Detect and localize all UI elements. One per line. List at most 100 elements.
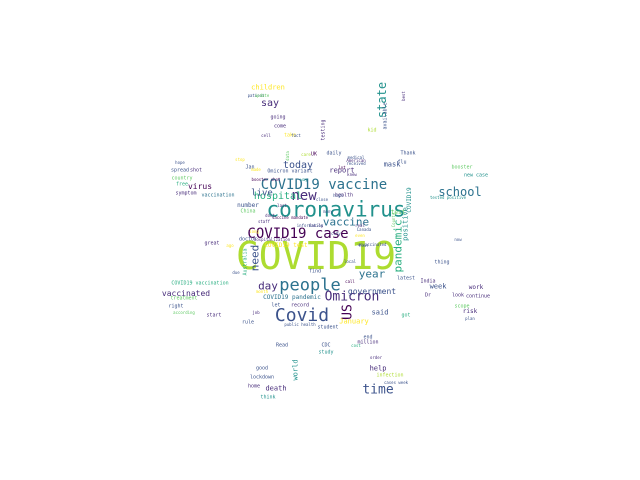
word: hospitalization bbox=[253, 237, 291, 242]
word: people bbox=[279, 275, 341, 296]
word: thing bbox=[434, 259, 450, 266]
word: year bbox=[358, 267, 386, 281]
word: CDC bbox=[321, 342, 331, 349]
word: say bbox=[260, 98, 280, 109]
word: due bbox=[232, 270, 240, 275]
word: American bbox=[346, 158, 366, 163]
word: week bbox=[429, 282, 447, 291]
word: booster shot bbox=[251, 177, 281, 182]
word: month bbox=[255, 289, 269, 294]
word: available bbox=[382, 102, 389, 130]
word: Dr bbox=[424, 292, 432, 299]
word: start bbox=[206, 312, 222, 319]
word: daily bbox=[326, 150, 342, 157]
word: kid bbox=[367, 127, 377, 134]
word: medical bbox=[347, 155, 365, 160]
word: COVID19 pandemic bbox=[263, 294, 321, 301]
word: vaccinated bbox=[161, 289, 211, 298]
word: treatment bbox=[170, 295, 198, 302]
word: stop bbox=[235, 157, 245, 162]
word: doctor bbox=[238, 236, 258, 243]
word: city bbox=[331, 231, 341, 236]
word: Canada bbox=[356, 227, 372, 232]
word: COVID19 bbox=[235, 234, 397, 278]
word: Covid bbox=[274, 305, 330, 326]
word: come bbox=[273, 123, 287, 130]
word: Australia bbox=[242, 248, 249, 276]
word: booster bbox=[451, 164, 473, 171]
word: close bbox=[315, 197, 329, 202]
word: Omicron variant bbox=[267, 168, 313, 175]
word: public health bbox=[284, 322, 316, 327]
word: COVID19 bbox=[406, 187, 413, 213]
word: spread bbox=[170, 167, 190, 174]
word: UK bbox=[310, 151, 318, 158]
word: way bbox=[300, 177, 308, 182]
word: fact bbox=[291, 133, 301, 138]
word: new bbox=[291, 188, 317, 204]
word: virus bbox=[187, 182, 213, 191]
word: great bbox=[204, 240, 220, 247]
word: China bbox=[240, 208, 256, 215]
word: symptom bbox=[175, 190, 197, 197]
word: study bbox=[318, 349, 334, 356]
word: need bbox=[248, 244, 262, 272]
word: free bbox=[175, 181, 189, 188]
word: patient bbox=[247, 93, 265, 98]
word: let bbox=[271, 302, 281, 309]
word: order bbox=[369, 355, 383, 360]
word: call bbox=[345, 279, 355, 284]
word: country bbox=[171, 175, 193, 182]
word: flu bbox=[397, 159, 407, 166]
word: government bbox=[347, 287, 397, 296]
word: health bbox=[334, 192, 354, 199]
word: COVID19 vaccine bbox=[260, 177, 388, 193]
word: County bbox=[391, 212, 396, 228]
word: infection bbox=[376, 372, 404, 379]
word: continue bbox=[465, 293, 491, 300]
word: vaccine bbox=[322, 215, 370, 229]
word: death bbox=[265, 384, 287, 393]
word: even bbox=[355, 233, 365, 238]
word: hospital bbox=[253, 191, 303, 202]
word: cost bbox=[351, 343, 361, 348]
word: think bbox=[260, 394, 276, 401]
word: made bbox=[251, 167, 261, 172]
word: shot bbox=[189, 167, 203, 174]
word: risk bbox=[462, 308, 478, 315]
word: tested positive bbox=[429, 195, 467, 200]
word: according bbox=[173, 310, 195, 315]
word: unvaccinated bbox=[357, 242, 387, 247]
word: student bbox=[317, 324, 339, 331]
word: plan bbox=[465, 316, 475, 321]
word: number bbox=[237, 202, 259, 209]
word: care bbox=[301, 152, 311, 157]
word: local bbox=[343, 259, 357, 264]
word: good bbox=[255, 365, 269, 372]
word: family bbox=[308, 223, 324, 228]
word: today bbox=[282, 160, 314, 171]
word: hour bbox=[359, 243, 369, 248]
word: children bbox=[251, 83, 285, 92]
word: work bbox=[468, 284, 484, 291]
word: rule bbox=[241, 319, 255, 326]
word: COVID19 case bbox=[247, 226, 349, 242]
word: information bbox=[296, 223, 324, 228]
word: got bbox=[401, 312, 411, 319]
word: ago bbox=[226, 243, 234, 248]
word: scope bbox=[454, 303, 470, 310]
word: January bbox=[339, 317, 369, 326]
word: live bbox=[251, 188, 273, 199]
word: COVID19 vaccination bbox=[171, 280, 229, 287]
word: dont bbox=[265, 213, 275, 218]
word: long bbox=[249, 229, 259, 234]
word: job bbox=[252, 310, 260, 315]
word: staff bbox=[257, 219, 271, 224]
word: testing bbox=[320, 119, 327, 141]
word: million bbox=[357, 339, 379, 346]
word: find bbox=[308, 268, 322, 275]
word: best bbox=[401, 91, 406, 101]
word: end bbox=[363, 334, 373, 341]
word: real bbox=[355, 223, 365, 228]
